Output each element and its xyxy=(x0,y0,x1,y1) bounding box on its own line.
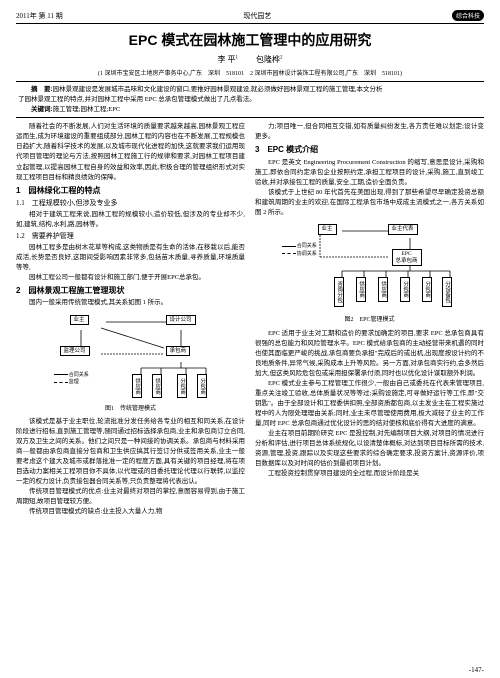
right-p4: EPC 适用于业主对工期和造价的要求加确定的项目,要求 EPC 总承包商具有很强… xyxy=(255,329,484,379)
fig2-caption: 图2 EPC管理模式 xyxy=(255,316,484,325)
fig1-caption: 图1 传统管理模式 xyxy=(16,405,245,414)
fig2-b3: 供应商 xyxy=(378,277,389,302)
right-p6: 业主在项目前期阶研究 EPC 是投控制,对先编制项目大纲,对项目的情况进行分析和… xyxy=(255,429,484,469)
fig2-b4: 分包商 xyxy=(400,277,411,302)
fig1-sub1: 分包商 xyxy=(177,374,188,399)
right-column: 力;项目唯一,但合同相互交错,如有质量纠纷发生,各方责任难以划定;设计变更多。 … xyxy=(255,122,484,517)
fig1-sup2: 供应商 xyxy=(152,374,163,399)
left-column: 随着社会的不断发展,人们对生活环境的质量要求越来越高,园林景观工程应运而生,成为… xyxy=(16,122,245,517)
fig2-epc: EPC总承包商 xyxy=(392,249,422,266)
right-p1: 力;项目唯一,但合同相互交错,如有质量纠纷发生,各方责任难以划定;设计变更多。 xyxy=(255,122,484,142)
fig2-owner: 业主 xyxy=(318,224,337,235)
fig1-owner: 业主 xyxy=(70,315,89,326)
fig2-legend-2: 协调关系 xyxy=(282,251,317,259)
fig1-legend-1: 合同关系 xyxy=(54,372,89,380)
fig2-b6: 分设备包 xyxy=(442,277,453,307)
fig1-legend-2: 监理 xyxy=(54,379,89,387)
left-p8: 传统项目管理模式的缺点:业主投入大量人力,物 xyxy=(16,507,245,517)
left-p2: 相对于建筑工程来说,园林工程的规模较小,造价较低,但涉及的专业却不少,如,建筑,… xyxy=(16,210,245,230)
fig1-contractor: 承包商 xyxy=(166,346,191,357)
figure-2: 业主 业主代表 EPC总承包商 咨询分包 供应商 供应商 分包商 分包商 分设备… xyxy=(255,221,484,325)
abstract-label: 摘 要: xyxy=(31,86,53,93)
fig2-b5: 分包商 xyxy=(422,277,433,302)
header-category: 综合科技 xyxy=(452,10,484,21)
right-p3: 该模式于上世纪 80 年代首先在美国出现,得到了那些希望尽早确定投资总额和建筑周… xyxy=(255,188,484,218)
left-p1: 随着社会的不断发展,人们对生活环境的质量要求越来越高,园林景观工程应运而生,成为… xyxy=(16,122,245,182)
fig1-sup1: 供应商 xyxy=(132,374,143,399)
fig2-b1: 咨询分包 xyxy=(334,277,345,307)
fig2-b2: 供应商 xyxy=(356,277,367,302)
affil-2: 2 深圳市园林设计装饰工程有限公司,广东 深圳 518101) xyxy=(250,71,402,77)
figure-1: 业主 设计公司 监理公司 承包商 供应商 供应商 分包商 分包商 合同关系 监理… xyxy=(16,312,245,414)
fig1-design: 设计公司 xyxy=(166,315,196,326)
abstract-text-1b: 了园林景观工程的特点,并对园林工程中采用 EPC 总承包管理模式做出了几点看法。 xyxy=(18,95,482,105)
author-1: 李 平 xyxy=(218,55,236,64)
header-left: 2011年 第 11 期 xyxy=(16,11,63,21)
fig1-sub2: 分包商 xyxy=(197,374,208,399)
affiliations: (1 深圳市宝安区土地房产事务中心,广东 深圳 518101 2 深圳市园林设计… xyxy=(16,68,484,77)
fig2-rep: 业主代表 xyxy=(388,224,418,235)
author-2: 包隆桦 xyxy=(256,55,280,64)
left-p4: 园林工程公司一般都有设计和施工部门,便于开展EPC总承包。 xyxy=(16,273,245,283)
right-p7: 工程投资控制贯穿项目建设的全过程,而设计阶段是关 xyxy=(255,469,484,479)
abstract-text-1: 园林景观建设是发展城市品味和文化建设的窗口,要推好园林景观建设,就必须做好园林景… xyxy=(53,86,383,93)
right-p5: EPC 模式业主参与工程管理工作很少,一般由自己或委托在代表来管理项目,重点关注… xyxy=(255,379,484,429)
abstract-box: 摘 要:园林景观建设是发展城市品味和文化建设的窗口,要推好园林景观建设,就必须做… xyxy=(16,81,484,118)
right-p2: EPC 是英文 Engineering Procurement Construc… xyxy=(255,158,484,188)
header-center: 现代园艺 xyxy=(243,11,271,21)
left-p7: 传统项目管理模式的优点:业主对最终对项目的掌控,意图容易得到,由于施工周期短,故… xyxy=(16,487,245,507)
right-h1-3: 3 EPC 模式介绍 xyxy=(255,144,484,156)
keywords-label: 关键词: xyxy=(31,106,53,113)
fig1-monitor: 监理公司 xyxy=(60,346,90,357)
article-title: EPC 模式在园林施工管理中的应用研究 xyxy=(16,30,484,50)
left-p6: 该模式是基于业主职位,轮流批准分发任务给各专业的相互和同关系,在设计阶段进行招标… xyxy=(16,417,245,487)
fig2-legend-1: 合同关系 xyxy=(282,243,317,251)
left-h1-1: 1 园林绿化工程的特点 xyxy=(16,185,245,197)
left-h2-1: 1.1 工程规模较小,但涉及专业多 xyxy=(16,198,245,209)
page-number: -147- xyxy=(469,666,484,674)
header-rule xyxy=(16,23,484,24)
left-h2-2: 1.2 需要养护管理 xyxy=(16,231,245,242)
authors: 李 平1 包隆桦2 xyxy=(16,54,484,65)
left-p3: 园林工程多是由树木花草等构成,这类物质是有生命的活体,在移栽以后,能否成活,长势… xyxy=(16,243,245,273)
author-1-sup: 1 xyxy=(236,55,239,60)
left-h1-2: 2 园林景观工程施工管理现状 xyxy=(16,285,245,297)
affil-1: (1 深圳市宝安区土地房产事务中心,广东 深圳 518101 xyxy=(98,71,244,77)
keywords-text: 施工管理;园林工程;EPC xyxy=(53,106,121,113)
left-p5: 国内一般采用传统管理模式,其关系如图 1 所示。 xyxy=(16,298,245,308)
author-2-sup: 2 xyxy=(280,55,283,60)
